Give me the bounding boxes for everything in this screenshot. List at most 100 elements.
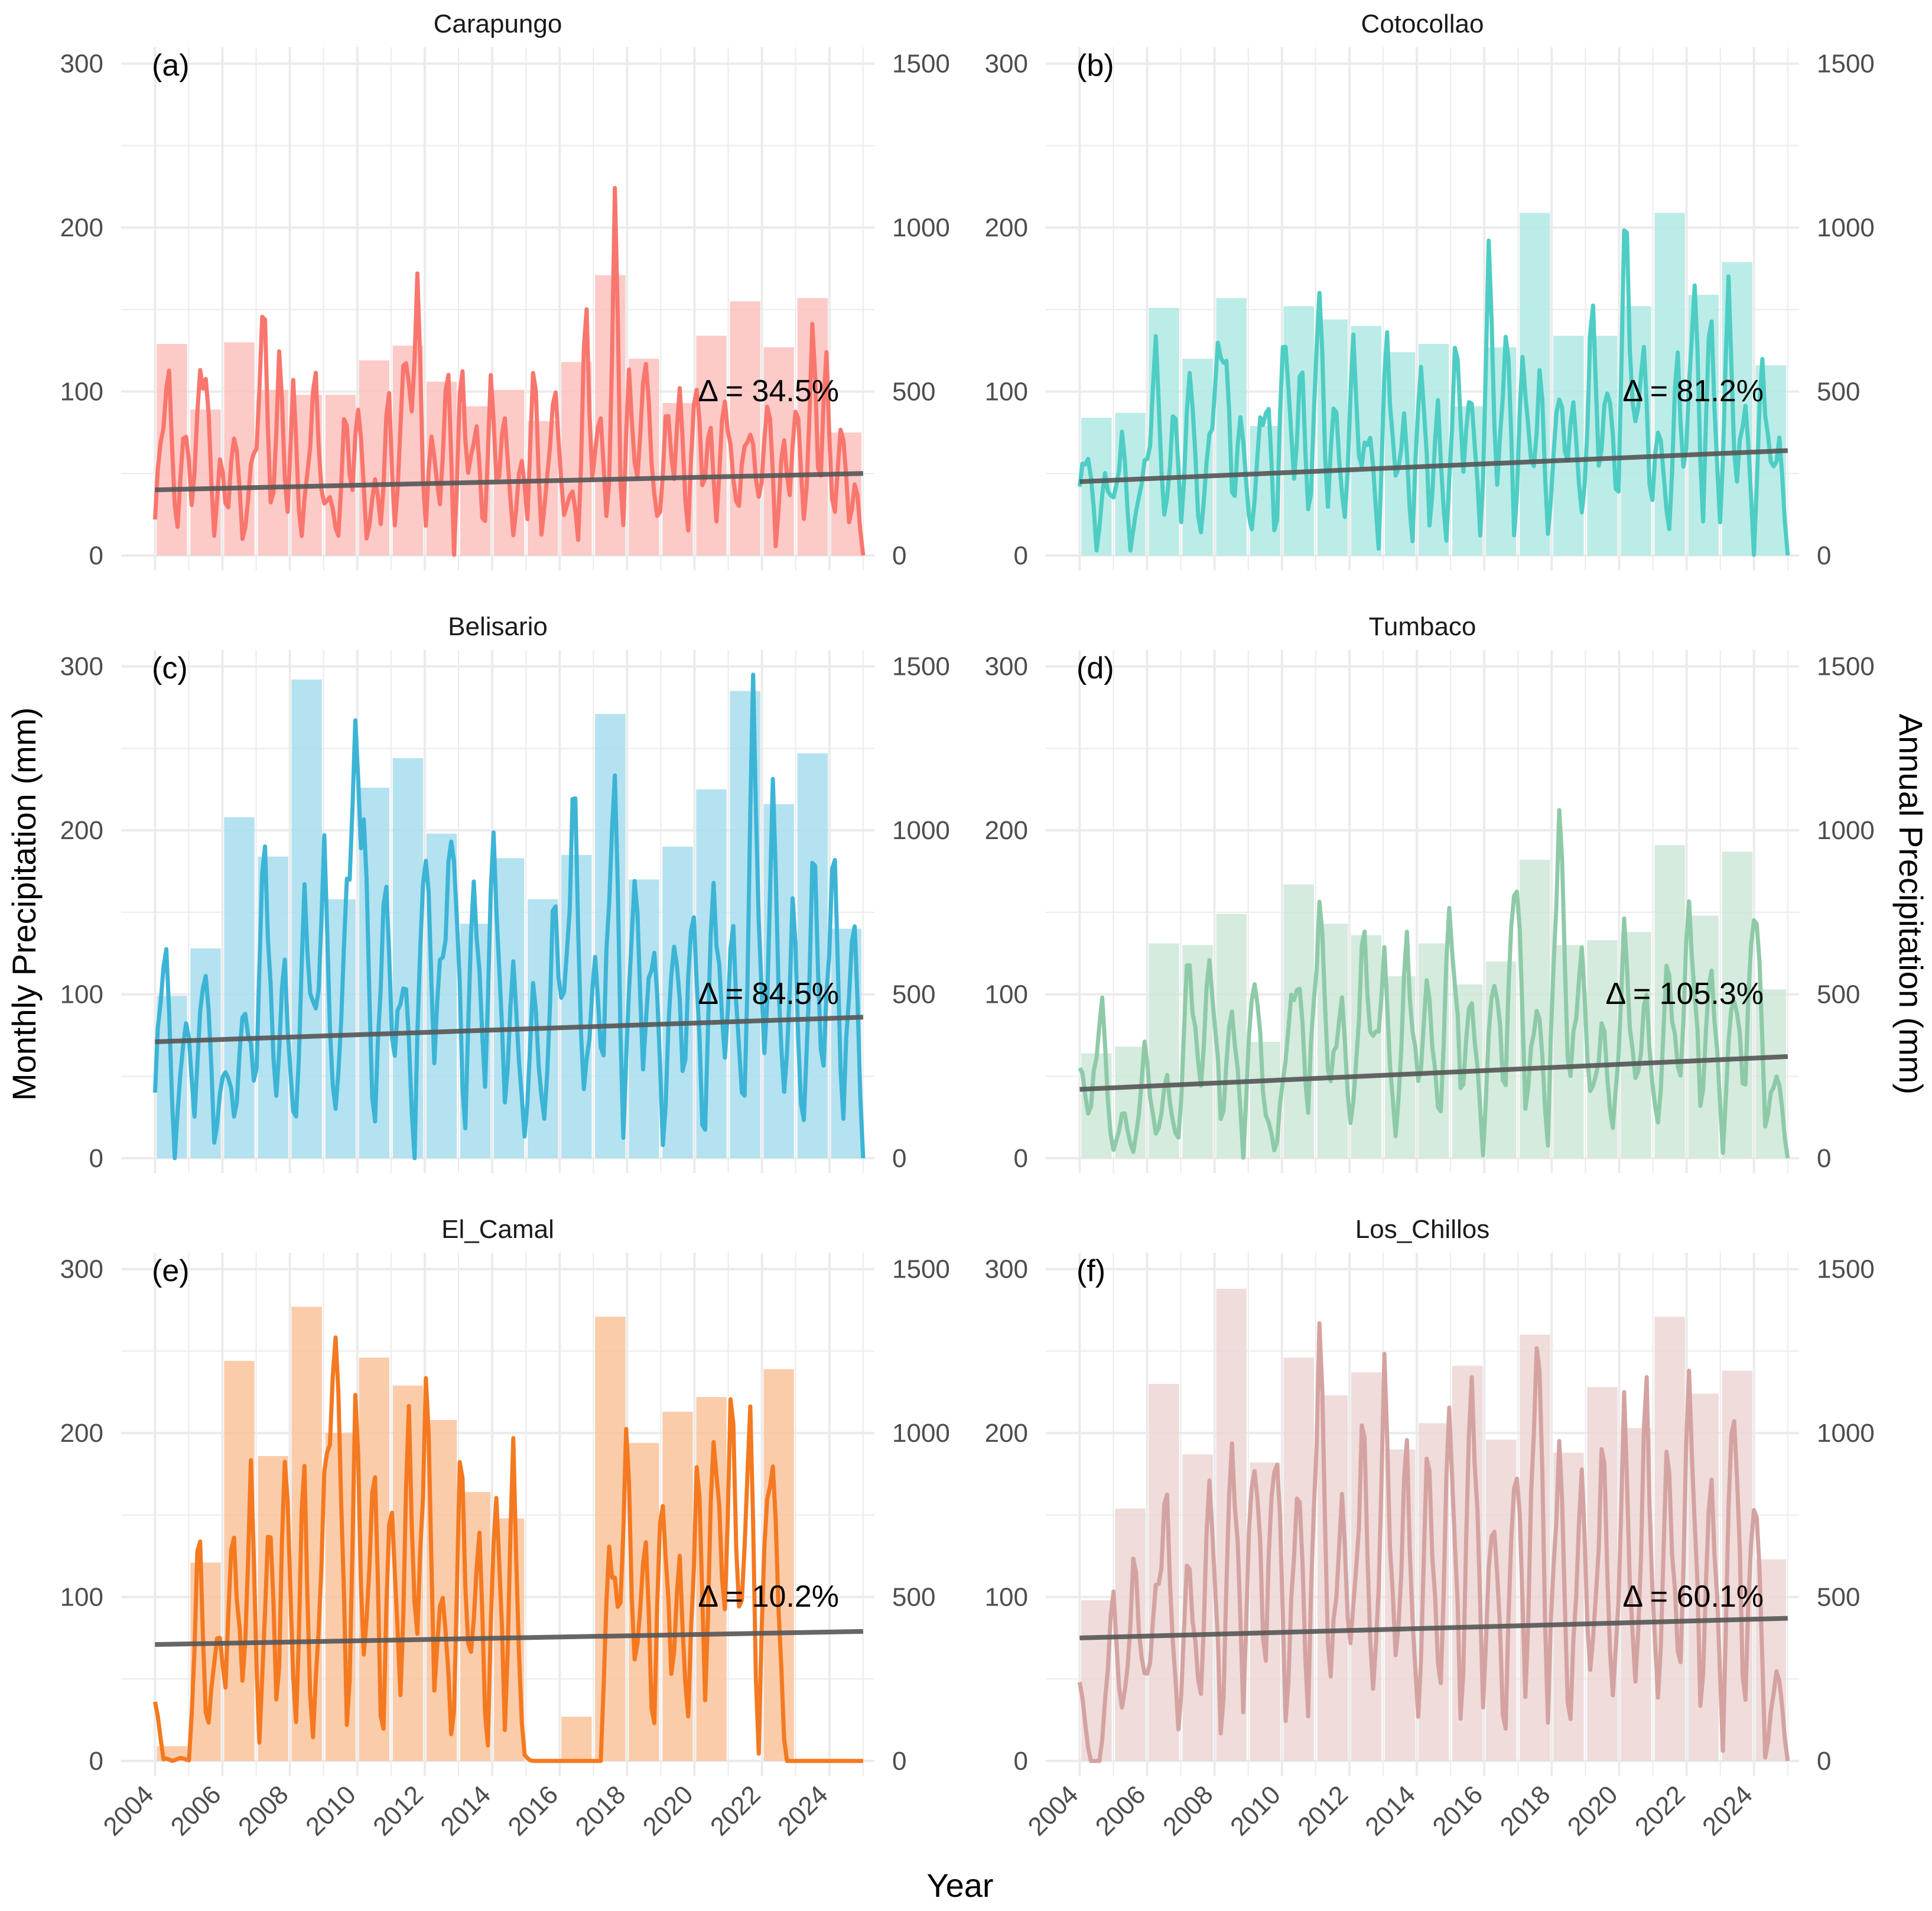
y-tick-label-left: 100: [60, 1583, 103, 1612]
y-tick-label-left: 0: [1014, 1144, 1028, 1173]
panel-tag: (f): [1076, 1254, 1105, 1288]
delta-annotation: Δ = 84.5%: [698, 977, 839, 1011]
y-tick-label-left: 200: [985, 816, 1028, 845]
y-tick-label-left: 200: [985, 1419, 1028, 1448]
x-tick-label: 2022: [705, 1780, 766, 1841]
y-tick-label-left: 200: [60, 816, 103, 845]
x-tick-label: 2022: [1629, 1780, 1691, 1841]
annual-bar: [1587, 1387, 1618, 1761]
monthly-series-line: [152, 672, 866, 1161]
y-tick-label-right: 500: [1817, 378, 1860, 407]
y-tick-label-right: 1500: [892, 652, 950, 681]
panel-strip-label: Los_Chillos: [1355, 1215, 1489, 1244]
y-tick-label-right: 0: [1817, 541, 1831, 570]
y-tick-label-right: 1500: [1817, 1255, 1875, 1284]
panel-tag: (d): [1076, 651, 1114, 685]
y-tick-label-right: 500: [1817, 1583, 1860, 1612]
monthly-series-line: [1077, 1321, 1790, 1763]
panel-tag: (e): [152, 1254, 190, 1288]
y-tick-label-right: 1500: [892, 50, 950, 79]
annual-bar: [561, 1717, 592, 1761]
y-tick-label-left: 100: [985, 980, 1028, 1009]
trend-line: [1079, 448, 1788, 485]
y-tick-label-right: 1500: [1817, 50, 1875, 79]
y-tick-label-left: 300: [985, 50, 1028, 79]
annual-bar: [730, 301, 760, 555]
panel-carapungo: Carapungo (a) Δ = 34.5% 0 100 200 300 0 500 10…: [60, 9, 950, 570]
x-tick-label: 2006: [165, 1780, 227, 1841]
annual-bar: [595, 1317, 626, 1761]
y-tick-label-left: 200: [60, 213, 103, 242]
panel-el-camal: El_Camal (e) Δ = 10.2% 0 100 200 300 0 500 100…: [60, 1215, 950, 1841]
panel-cotocollao: Cotocollao (b) Δ = 81.2% 0 100 200 300 0 500 1…: [985, 9, 1875, 570]
delta-annotation: Δ = 105.3%: [1606, 977, 1764, 1011]
x-tick-label: 2020: [638, 1780, 699, 1841]
y-tick-label-right: 0: [892, 541, 906, 570]
x-tick-label: 2018: [1495, 1780, 1556, 1841]
annual-bar: [224, 817, 255, 1158]
trend-line: [1079, 1616, 1788, 1640]
y-tick-label-left: 100: [985, 378, 1028, 407]
y-tick-label-right: 1000: [1817, 816, 1875, 845]
y-axis-title-right: Annual Precipitation (mm): [1892, 714, 1930, 1094]
y-tick-label-left: 100: [60, 980, 103, 1009]
x-tick-label: 2018: [570, 1780, 632, 1841]
panel-tag: (b): [1076, 48, 1114, 83]
x-tick-label: 2014: [435, 1780, 496, 1841]
delta-annotation: Δ = 81.2%: [1622, 374, 1764, 408]
panel-strip-label: Carapungo: [434, 9, 562, 38]
y-tick-label-left: 300: [60, 50, 103, 79]
panel-strip-label: Belisario: [448, 612, 548, 641]
y-tick-label-left: 200: [60, 1419, 103, 1448]
y-tick-label-left: 300: [60, 1255, 103, 1284]
panel-belisario: Belisario (c) Δ = 84.5% 0 100 200 300 0 500 10…: [60, 612, 950, 1173]
y-tick-label-left: 300: [985, 1255, 1028, 1284]
panel-tumbaco: Tumbaco (d) Δ = 105.3% 0 100 200 300 0 500 100…: [985, 612, 1875, 1173]
y-tick-label-left: 0: [89, 1144, 103, 1173]
delta-annotation: Δ = 60.1%: [1622, 1580, 1764, 1614]
y-tick-label-right: 0: [892, 1144, 906, 1173]
y-tick-label-right: 1000: [1817, 1419, 1875, 1448]
y-tick-label-right: 1000: [892, 816, 950, 845]
y-axis-title-left: Monthly Precipitation (mm): [5, 707, 43, 1101]
x-tick-label: 2008: [233, 1780, 294, 1841]
x-tick-label: 2010: [300, 1780, 362, 1841]
y-tick-label-right: 500: [892, 378, 935, 407]
monthly-series-line: [1078, 808, 1790, 1160]
panel-tag: (c): [152, 651, 188, 685]
x-tick-label: 2016: [502, 1780, 564, 1841]
y-tick-label-right: 1000: [892, 1419, 950, 1448]
delta-annotation: Δ = 34.5%: [698, 374, 839, 408]
x-tick-label: 2004: [98, 1780, 160, 1841]
x-tick-label: 2016: [1427, 1780, 1488, 1841]
panel-strip-label: El_Camal: [441, 1215, 554, 1244]
y-tick-label-right: 0: [1817, 1144, 1831, 1173]
x-tick-label: 2014: [1359, 1780, 1421, 1841]
panel-strip-label: Tumbaco: [1369, 612, 1476, 641]
y-tick-label-right: 1000: [1817, 213, 1875, 242]
trend-line: [155, 471, 863, 493]
x-tick-label: 2006: [1090, 1780, 1152, 1841]
x-tick-label: 2008: [1157, 1780, 1219, 1841]
y-tick-label-right: 0: [892, 1747, 906, 1776]
x-tick-label: 2020: [1562, 1780, 1624, 1841]
y-tick-label-left: 0: [1014, 1747, 1028, 1776]
y-tick-label-left: 0: [1014, 541, 1028, 570]
y-tick-label-right: 0: [1817, 1747, 1831, 1776]
y-tick-label-right: 500: [892, 980, 935, 1009]
y-tick-label-left: 300: [985, 652, 1028, 681]
trend-line: [155, 1015, 864, 1045]
y-tick-label-left: 300: [60, 652, 103, 681]
x-tick-label: 2024: [1697, 1780, 1758, 1841]
trend-line: [155, 1629, 863, 1647]
y-tick-label-right: 1000: [892, 213, 950, 242]
x-tick-label: 2004: [1023, 1780, 1084, 1841]
annual-bar: [1149, 1383, 1179, 1761]
y-tick-label-right: 1500: [1817, 652, 1875, 681]
panel-los-chillos: Los_Chillos (f) Δ = 60.1% 0 100 200 300 0 500…: [985, 1215, 1875, 1841]
y-tick-label-left: 0: [89, 1747, 103, 1776]
y-tick-label-right: 500: [892, 1583, 935, 1612]
x-axis-title: Year: [926, 1867, 993, 1904]
trend-line: [1079, 1054, 1788, 1092]
